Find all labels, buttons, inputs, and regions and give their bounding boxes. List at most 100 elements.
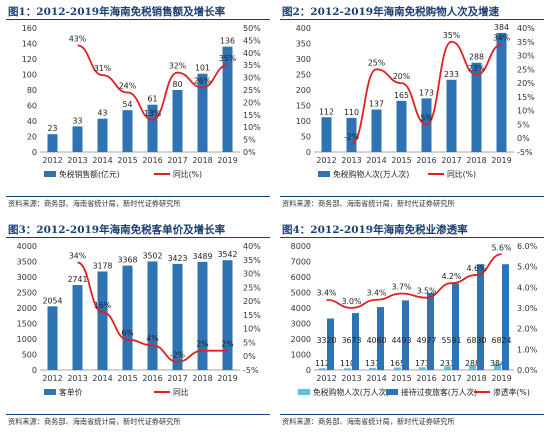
y-tick-label: 40	[27, 117, 37, 126]
y-tick-label: 100	[296, 117, 311, 126]
y2-tick-label: 40%	[243, 49, 261, 58]
line-value-label: 16%	[94, 301, 111, 310]
bar	[446, 79, 457, 152]
y2-tick-label: 5.0%	[517, 263, 538, 272]
y2-tick-label: 10%	[517, 107, 535, 116]
y2-tick-label: 5%	[517, 120, 530, 129]
chart-panel-2: 图2：2012-2019年海南免税购物人次及增速 0 50 100 150 200 250…	[278, 2, 546, 212]
footer-rule	[6, 196, 270, 197]
bar-value-label: 6830	[467, 336, 487, 345]
y-tick-label: 300	[296, 55, 311, 64]
line-value-label: 6%	[121, 329, 133, 338]
bar	[122, 265, 133, 370]
line-value-label: 3.5%	[417, 287, 437, 296]
y-tick-label: 7000	[291, 258, 311, 267]
y-tick-label: 4000	[17, 242, 37, 251]
y-tick-label: 8000	[291, 242, 311, 251]
bar-value-label: 137	[365, 359, 380, 368]
y2-tick-label: 25%	[243, 86, 261, 95]
y2-tick-label: 15%	[243, 111, 261, 120]
bar-value-label: 137	[369, 100, 384, 109]
bar-value-label: 3178	[93, 261, 113, 270]
bar	[419, 367, 426, 370]
bar-value-label: 173	[419, 88, 434, 97]
bar-value-label: 136	[220, 37, 235, 46]
y2-tick-label: 20%	[243, 297, 261, 306]
x-tick-label: 2018	[192, 156, 212, 165]
y-tick-label: 0	[306, 148, 311, 157]
line-value-label: 31%	[94, 64, 111, 73]
bar	[494, 364, 501, 370]
y-tick-label: 20	[27, 133, 37, 142]
y2-tick-label: 0%	[243, 352, 256, 361]
bar	[394, 367, 401, 370]
line-value-label: 2%	[196, 340, 208, 349]
x-tick-label: 2013	[67, 156, 87, 165]
title-rule	[280, 237, 544, 238]
y2-tick-label: 15%	[517, 93, 535, 102]
bar-value-label: 4060	[367, 336, 387, 345]
y-tick-label: 1000	[17, 335, 37, 344]
y2-tick-label: 20%	[517, 79, 535, 88]
bar-value-label: 3542	[218, 250, 238, 259]
chart-svg: 0 20 40 60 80 100 120 140 160 0% 5% 10% 15% 20% 25% 30%…	[22, 24, 261, 179]
y2-tick-label: 6.0%	[517, 242, 538, 251]
bar	[346, 117, 357, 152]
x-tick-label: 2012	[316, 374, 336, 383]
line-value-label: -2%	[170, 351, 185, 360]
line-value-label: 34%	[69, 252, 86, 261]
chart-title: 图2：2012-2019年海南免税购物人次及增速	[282, 6, 500, 18]
x-tick-label: 2015	[391, 156, 411, 165]
bar	[371, 109, 382, 152]
bar	[147, 261, 158, 370]
legend-label: 客单价	[59, 387, 83, 397]
bar-value-label: 233	[440, 359, 455, 368]
bar	[172, 263, 183, 370]
bar-value-label: 384	[490, 359, 505, 368]
line-value-label: 35%	[219, 54, 236, 63]
bar	[47, 134, 58, 152]
y-tick-label: 80	[27, 86, 37, 95]
legend-label: 同比(%)	[173, 169, 202, 179]
y2-tick-label: -5%	[517, 148, 533, 157]
y2-tick-label: 3.0%	[517, 304, 538, 313]
x-tick-label: 2014	[92, 156, 112, 165]
x-tick-label: 2019	[217, 156, 237, 165]
legend-label: 免税购物人次(万人次)	[313, 387, 389, 397]
x-tick-label: 2012	[42, 374, 62, 383]
line-value-label: 25%	[368, 58, 385, 67]
y2-tick-label: 20%	[243, 98, 261, 107]
y2-tick-label: 45%	[243, 36, 261, 45]
legend-label: 同比(%)	[447, 169, 476, 179]
bar	[72, 285, 83, 370]
y2-tick-label: 4.0%	[517, 283, 538, 292]
x-tick-label: 2017	[441, 374, 461, 383]
bar-value-label: 112	[315, 359, 330, 368]
line-value-label: 35%	[443, 31, 460, 40]
y-tick-label: 4000	[291, 304, 311, 313]
y-tick-label: 160	[22, 24, 37, 33]
y2-tick-label: 2.0%	[517, 325, 538, 334]
bar-value-label: 173	[415, 359, 430, 368]
y-tick-label: 50	[301, 133, 311, 142]
x-tick-label: 2015	[117, 374, 137, 383]
y-tick-label: 60	[27, 102, 37, 111]
bar-value-label: 101	[195, 64, 210, 73]
y-tick-label: 2500	[17, 289, 37, 298]
line-value-label: 3.4%	[367, 289, 387, 298]
bar-value-label: 3320	[317, 336, 337, 345]
bar	[344, 368, 351, 370]
bar-value-label: 5591	[442, 336, 462, 345]
bar	[222, 260, 233, 370]
title-rule	[280, 19, 544, 20]
line-value-label: 5.6%	[492, 243, 512, 252]
bar-value-label: 3673	[342, 336, 362, 345]
y-tick-label: 3500	[17, 258, 37, 267]
x-tick-label: 2014	[366, 156, 386, 165]
legend-label: 接待过夜旅客(万人次)	[401, 387, 477, 397]
x-tick-label: 2013	[67, 374, 87, 383]
title-rule	[6, 19, 270, 20]
legend-label: 渗透率(%)	[493, 387, 530, 397]
footer-rule	[6, 414, 270, 415]
bar	[147, 104, 158, 152]
